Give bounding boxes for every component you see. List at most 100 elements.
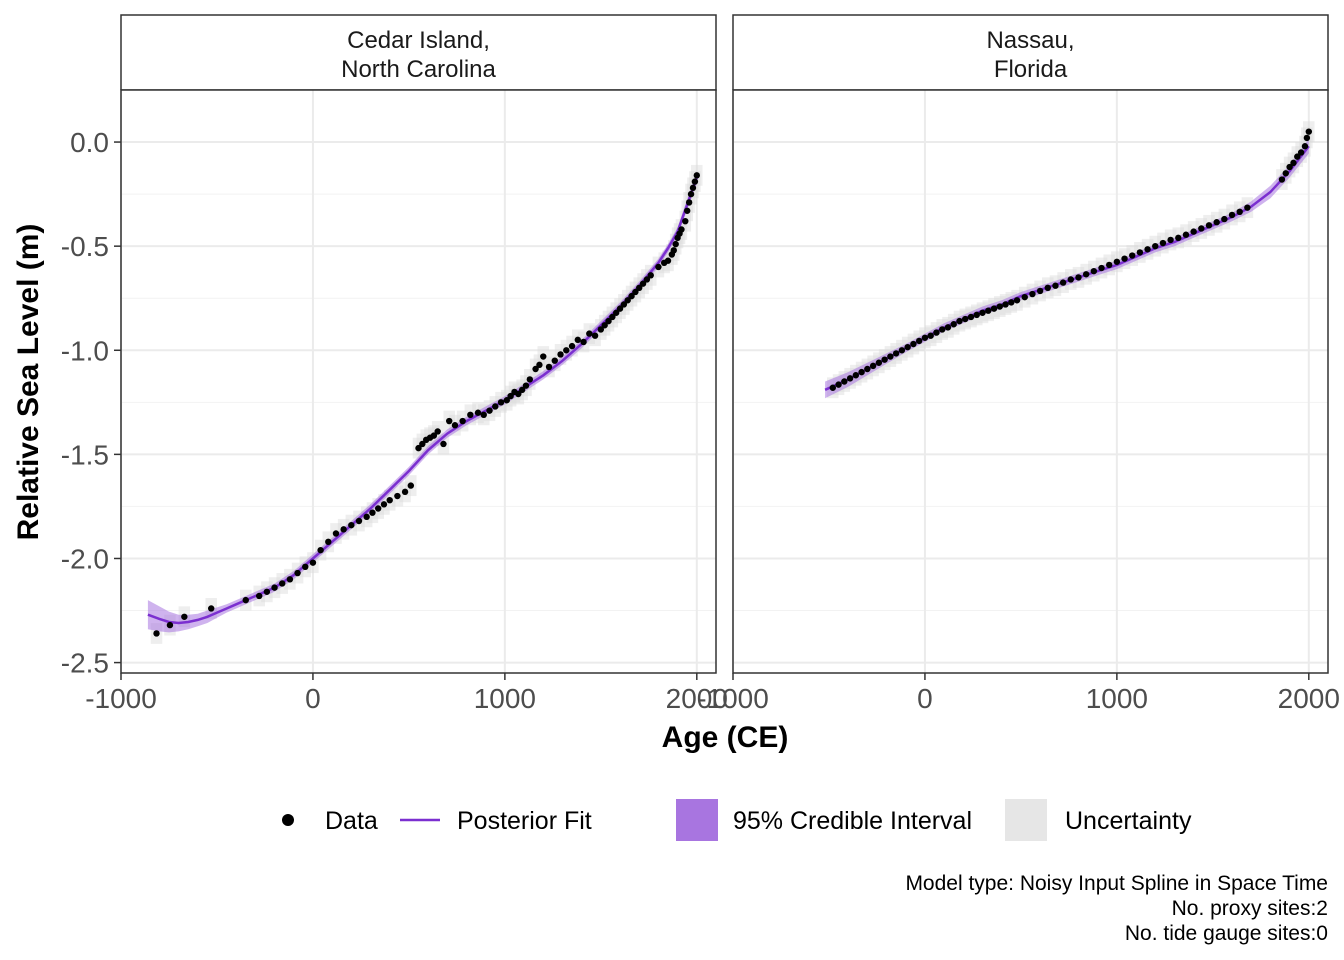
data-point <box>208 605 215 612</box>
data-point <box>545 363 553 371</box>
data-point <box>685 199 693 206</box>
data-point <box>1075 274 1082 281</box>
data-point <box>1098 264 1105 272</box>
data-point <box>1105 261 1113 269</box>
data-point <box>497 399 505 406</box>
data-point <box>242 596 249 604</box>
data-point <box>950 321 957 328</box>
data-point <box>933 329 940 336</box>
data-point <box>1297 149 1305 156</box>
data-point <box>829 384 837 391</box>
data-point <box>962 315 969 323</box>
data-point <box>317 546 324 554</box>
data-point <box>1282 170 1289 177</box>
data-point <box>655 263 662 271</box>
panel-border <box>120 89 717 674</box>
data-point <box>374 505 382 512</box>
y-tick-label: -1.0 <box>61 335 109 366</box>
y-tick-label: -2.0 <box>61 543 109 574</box>
data-point <box>263 588 271 595</box>
data-point <box>580 338 587 346</box>
data-point <box>563 347 570 354</box>
data-point <box>526 376 534 383</box>
data-point <box>892 350 900 357</box>
legend-key-uncertainty <box>1005 799 1047 841</box>
data-point <box>691 178 699 185</box>
data-point <box>1129 252 1136 259</box>
data-point <box>1090 267 1098 275</box>
data-point <box>1182 231 1190 238</box>
legend-key-credible-interval <box>676 799 718 841</box>
data-point <box>459 417 466 425</box>
data-point <box>620 301 628 308</box>
data-point <box>1286 163 1293 171</box>
data-point <box>689 184 697 192</box>
data-point <box>355 517 363 525</box>
data-point <box>401 488 409 496</box>
data-point <box>858 368 865 376</box>
data-point <box>967 313 975 321</box>
data-point <box>574 336 582 344</box>
data-point <box>1278 176 1286 183</box>
data-point <box>492 403 499 410</box>
data-point <box>1190 228 1197 235</box>
data-point <box>1113 258 1121 265</box>
data-point <box>1059 279 1067 286</box>
data-point <box>540 353 547 360</box>
data-point <box>1167 236 1174 244</box>
data-point <box>1175 234 1182 242</box>
data-point <box>990 305 998 312</box>
data-point <box>643 276 651 283</box>
data-point <box>979 309 986 316</box>
data-point <box>332 530 340 537</box>
data-point <box>835 381 842 388</box>
data-point <box>348 521 355 529</box>
data-point <box>467 411 474 419</box>
data-point <box>1029 290 1036 298</box>
strip-label-line: North Carolina <box>341 56 496 83</box>
data-point <box>973 311 980 319</box>
data-point <box>518 386 526 394</box>
data-point <box>474 409 482 416</box>
data-point <box>294 569 301 577</box>
data-point <box>921 334 929 341</box>
legend-label-uncertainty: Uncertainty <box>1065 807 1192 835</box>
data-point <box>693 172 701 179</box>
x-tick-label: 2000 <box>666 683 728 714</box>
data-point <box>340 526 347 533</box>
panel-1: Cedar Island,North Carolina -1000 0 1000 200… <box>85 14 728 714</box>
data-point <box>616 305 624 312</box>
data-points <box>153 172 701 637</box>
data-point <box>1301 143 1309 150</box>
data-point <box>670 247 677 254</box>
caption: Model type: Noisy Input Spline in Space … <box>905 872 1328 945</box>
y-tick-label: -1.5 <box>61 439 109 470</box>
data-point <box>279 580 286 587</box>
data-point <box>628 292 635 300</box>
panels-layer: Cedar Island,North Carolina -1000 0 1000 200… <box>85 14 1340 714</box>
data-point <box>672 240 679 248</box>
x-tick-label: 0 <box>917 683 933 714</box>
data-point <box>507 392 514 400</box>
data-point <box>684 207 691 214</box>
data-point <box>302 563 309 571</box>
data-point <box>515 390 522 398</box>
data-point <box>430 432 438 439</box>
data-point <box>687 190 695 198</box>
data-point <box>1305 128 1313 135</box>
data-point <box>369 509 376 516</box>
data-point <box>944 324 952 331</box>
data-point <box>1213 219 1220 226</box>
data-point <box>415 444 422 452</box>
data-point <box>1244 204 1251 211</box>
data-point <box>875 359 883 366</box>
data-point <box>271 584 278 591</box>
x-tick-label: 1000 <box>1086 683 1148 714</box>
data-point <box>557 351 564 358</box>
data-point <box>682 217 689 225</box>
data-point <box>609 313 616 321</box>
strip-label-line: Nassau, <box>986 27 1074 54</box>
data-point <box>309 559 317 566</box>
data-point <box>1303 134 1311 142</box>
